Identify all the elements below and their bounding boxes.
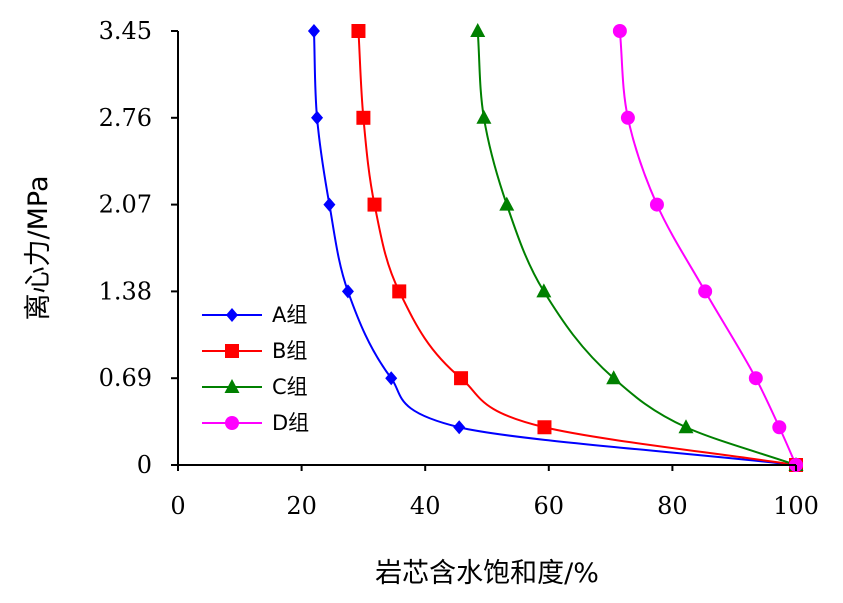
data-point-1-3: [385, 371, 398, 386]
y-tick-label: 1.38: [99, 277, 152, 305]
legend-swatch-marker: [226, 308, 238, 322]
y-axis-ticks: 0 0.69 1.38 2.07 2.76 3.45: [99, 17, 178, 479]
y-axis-title: 离心力/MPa: [23, 175, 54, 320]
x-tick-label: 80: [657, 492, 688, 520]
y-tick-label: 0.69: [99, 364, 152, 392]
data-point-2-3: [454, 371, 469, 386]
legend-swatch-marker: [225, 344, 239, 358]
legend-label: C组: [272, 375, 308, 399]
data-point-2-7: [351, 24, 366, 38]
x-axis-ticks: 0 20 40 60 80 100: [170, 465, 819, 520]
data-point-1-5: [323, 197, 336, 212]
data-point-4-5: [649, 197, 664, 212]
x-tick-label: 40: [410, 492, 441, 520]
legend-item: C组: [202, 375, 308, 399]
data-point-4-7: [612, 24, 627, 38]
data-point-2-6: [356, 110, 371, 125]
data-point-3-4: [536, 283, 552, 298]
data-point-2-5: [367, 197, 382, 212]
plot-area: [307, 23, 804, 472]
data-point-1-7: [307, 24, 320, 38]
series-line-4: [618, 30, 797, 466]
data-point-4-6: [620, 110, 635, 125]
data-point-2-4: [392, 284, 407, 299]
x-tick-label: 0: [170, 492, 185, 520]
legend-item: B组: [202, 339, 307, 363]
legend-label: D组: [272, 411, 309, 435]
y-tick-label: 0: [137, 451, 152, 479]
series-lines: [312, 30, 797, 466]
y-tick-label: 2.07: [99, 191, 152, 219]
data-point-2-2: [537, 420, 552, 435]
series-line-1: [312, 30, 797, 466]
y-tick-label: 3.45: [99, 17, 152, 45]
series-line-2: [357, 30, 797, 466]
data-point-3-6: [476, 109, 492, 124]
series-markers: [307, 23, 804, 472]
data-point-3-3: [606, 370, 622, 385]
x-tick-label: 100: [773, 492, 819, 520]
legend-item: D组: [202, 411, 309, 435]
legend-swatch-marker: [225, 416, 239, 430]
x-axis-title: 岩芯含水饱和度/%: [375, 558, 599, 589]
data-point-3-5: [499, 196, 515, 211]
y-tick-label: 2.76: [99, 104, 152, 132]
legend-item: A组: [202, 303, 307, 327]
legend: A组 B组 C组 D组: [202, 303, 309, 435]
data-point-4-4: [698, 284, 713, 299]
x-tick-label: 60: [534, 492, 565, 520]
data-point-1-4: [341, 284, 354, 299]
data-point-3-2: [678, 419, 694, 434]
data-point-3-7: [470, 23, 486, 37]
series-line-3: [476, 30, 797, 466]
data-point-1-6: [311, 110, 324, 125]
data-point-4-2: [772, 420, 787, 435]
data-point-4-3: [748, 371, 763, 386]
legend-label: A组: [272, 303, 307, 327]
legend-label: B组: [272, 339, 307, 363]
legend-swatch-marker: [224, 379, 240, 393]
data-point-1-2: [453, 420, 466, 435]
x-tick-label: 20: [286, 492, 317, 520]
